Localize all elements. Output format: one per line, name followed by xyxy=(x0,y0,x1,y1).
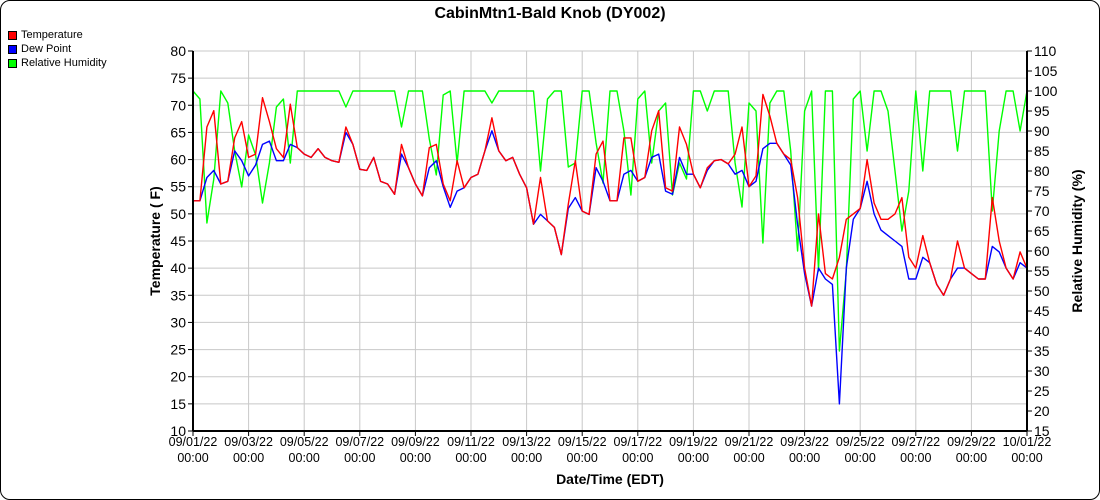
y2-tick-label: 55 xyxy=(1034,263,1050,279)
x-tick-date: 09/09/22 xyxy=(391,435,440,449)
y-tick-label: 50 xyxy=(170,206,186,222)
y-tick-label: 60 xyxy=(170,152,186,168)
y-tick-label: 75 xyxy=(170,70,186,86)
y2-tick-label: 110 xyxy=(1034,43,1057,59)
x-tick-time: 00:00 xyxy=(1011,451,1042,465)
legend-swatch-temperature xyxy=(8,30,17,40)
x-tick-time: 00:00 xyxy=(400,451,431,465)
y-tick-label: 55 xyxy=(170,179,186,195)
y2-tick-label: 85 xyxy=(1034,143,1050,159)
y-tick-label: 80 xyxy=(170,43,186,59)
series-line-relative-humidity xyxy=(192,90,1028,352)
y-tick-label: 15 xyxy=(170,396,186,412)
y2-tick-label: 75 xyxy=(1034,183,1050,199)
x-tick-date: 09/25/22 xyxy=(836,435,885,449)
series-line-temperature xyxy=(193,93,1028,307)
y2-tick-label: 40 xyxy=(1034,323,1050,339)
legend-item-relative-humidity: Relative Humidity xyxy=(8,56,107,70)
x-tick-date: 09/05/22 xyxy=(280,435,329,449)
x-axis-title: Date/Time (EDT) xyxy=(556,471,664,487)
x-tick-date: 09/03/22 xyxy=(224,435,273,449)
legend-label: Dew Point xyxy=(21,43,72,55)
x-tick-time: 00:00 xyxy=(733,451,764,465)
x-tick-time: 00:00 xyxy=(177,451,208,465)
y-axis-title: Temperature ( F) xyxy=(147,186,163,295)
y2-tick-label: 80 xyxy=(1034,163,1050,179)
x-tick-time: 00:00 xyxy=(900,451,931,465)
x-tick-time: 00:00 xyxy=(511,451,542,465)
y-tick-label: 40 xyxy=(170,260,186,276)
y2-tick-label: 30 xyxy=(1034,363,1050,379)
y-tick-label: 30 xyxy=(170,314,186,330)
y2-tick-label: 35 xyxy=(1034,343,1050,359)
y2-tick-label: 95 xyxy=(1034,103,1050,119)
y2-axis-title: Relative Humidity (%) xyxy=(1069,169,1085,312)
y2-tick-label: 45 xyxy=(1034,303,1050,319)
series-line-dew-point xyxy=(193,130,1028,405)
y-tick-label: 70 xyxy=(170,97,186,113)
y-tick-label: 10 xyxy=(170,423,186,439)
y-tick-label: 45 xyxy=(170,233,186,249)
y2-tick-label: 105 xyxy=(1034,63,1058,79)
x-tick-time: 00:00 xyxy=(289,451,320,465)
x-tick-date: 09/17/22 xyxy=(613,435,662,449)
y2-tick-label: 65 xyxy=(1034,223,1050,239)
x-tick-time: 00:00 xyxy=(344,451,375,465)
legend-label: Temperature xyxy=(21,29,83,41)
x-tick-date: 09/15/22 xyxy=(558,435,607,449)
legend-item-dew-point: Dew Point xyxy=(8,42,107,56)
x-tick-date: 09/27/22 xyxy=(891,435,940,449)
x-tick-date: 09/29/22 xyxy=(947,435,996,449)
y2-tick-label: 50 xyxy=(1034,283,1050,299)
legend-label: Relative Humidity xyxy=(21,57,107,69)
gridlines xyxy=(192,50,1028,432)
x-tick-time: 00:00 xyxy=(455,451,486,465)
x-tick-date: 09/07/22 xyxy=(335,435,384,449)
x-tick-date: 10/01/22 xyxy=(1003,435,1052,449)
x-tick-date: 09/13/22 xyxy=(502,435,551,449)
x-tick-date: 09/19/22 xyxy=(669,435,718,449)
x-tick-time: 00:00 xyxy=(845,451,876,465)
x-tick-date: 09/23/22 xyxy=(780,435,829,449)
y-tick-label: 25 xyxy=(170,342,186,358)
x-tick-time: 00:00 xyxy=(233,451,264,465)
axes: 10 15 20 25 30 35 40 45 50 55 60 65 70 75 80 15 20 25 30 35… xyxy=(169,43,1058,465)
x-tick-time: 00:00 xyxy=(789,451,820,465)
y2-tick-label: 70 xyxy=(1034,203,1050,219)
chart-title: CabinMtn1-Bald Knob (DY002) xyxy=(434,5,666,22)
y2-tick-label: 25 xyxy=(1034,383,1050,399)
x-tick-date: 09/01/22 xyxy=(169,435,218,449)
legend-swatch-dew-point xyxy=(8,44,17,54)
y2-tick-label: 60 xyxy=(1034,243,1050,259)
x-tick-date: 09/11/22 xyxy=(447,435,495,449)
y2-tick-label: 15 xyxy=(1034,423,1050,439)
legend-item-temperature: Temperature xyxy=(8,28,107,42)
legend: Temperature Dew Point Relative Humidity xyxy=(8,28,107,70)
series-lines xyxy=(192,90,1028,405)
y-tick-label: 35 xyxy=(170,287,186,303)
y2-tick-label: 90 xyxy=(1034,123,1050,139)
x-tick-date: 09/21/22 xyxy=(725,435,774,449)
legend-swatch-relative-humidity xyxy=(8,58,17,68)
y2-tick-label: 20 xyxy=(1034,403,1050,419)
x-tick-time: 00:00 xyxy=(678,451,709,465)
x-tick-time: 00:00 xyxy=(956,451,987,465)
y-tick-label: 20 xyxy=(170,369,186,385)
x-tick-time: 00:00 xyxy=(622,451,653,465)
y2-tick-label: 100 xyxy=(1034,83,1058,99)
x-tick-time: 00:00 xyxy=(567,451,598,465)
y-tick-label: 65 xyxy=(170,124,186,140)
